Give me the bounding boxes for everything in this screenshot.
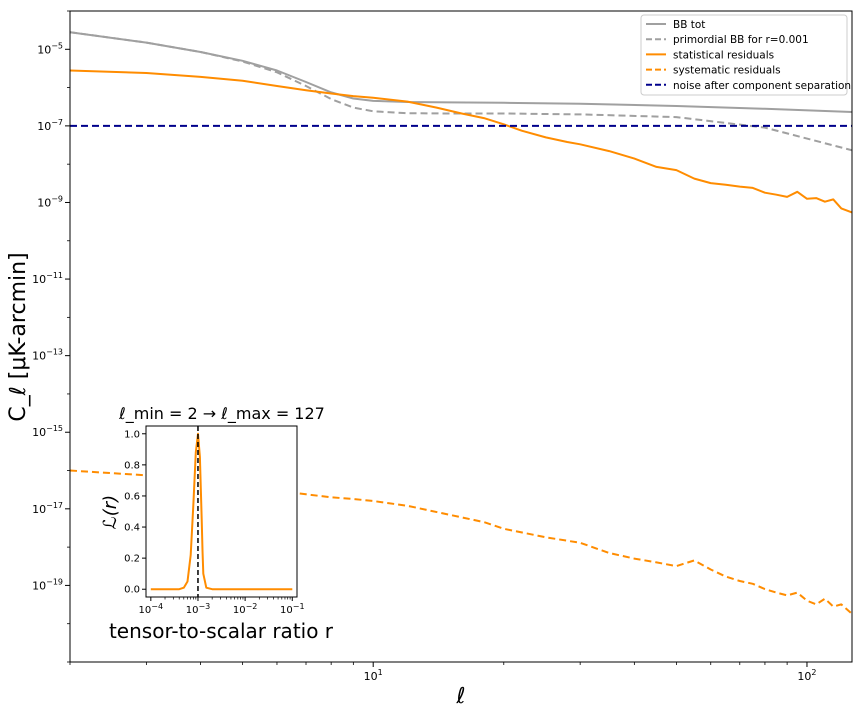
series-line-1 <box>70 31 852 113</box>
main-y-axis-label: C_ℓ [μK-arcmin] <box>6 252 31 421</box>
inset-y-axis-label: ℒ(r) <box>100 495 121 529</box>
inset-x-tick-label: 10−2 <box>233 602 258 616</box>
y-tick-label: 10−15 <box>32 424 63 439</box>
inset-likelihood-plot: 10−4 10−3 10−2 10−1 0.0 0.2 0.4 0.6 0.8 1.0 ℓ_min… <box>100 404 334 643</box>
inset-y-tick-label: 0.6 <box>124 491 140 502</box>
legend: BB tot primordial BB for r=0.001 statistic… <box>640 14 851 96</box>
legend-frame <box>640 14 848 96</box>
legend-label-1: BB tot <box>673 19 705 31</box>
main-plot: 101 102 10−5 10−7 10−9 10−11 10−13 10−15 10−17 10… <box>6 10 853 709</box>
y-tick-label: 10−11 <box>32 271 63 286</box>
inset-frame <box>145 425 298 598</box>
y-tick-label: 10−7 <box>37 118 63 133</box>
inset-y-tick-label: 0.2 <box>124 554 140 565</box>
inset-axis-ticks: 10−4 10−3 10−2 10−1 0.0 0.2 0.4 0.6 0.8 1.0 <box>124 429 304 616</box>
series-line-4 <box>70 469 852 615</box>
y-tick-label: 10−9 <box>37 194 63 209</box>
y-tick-label: 10−19 <box>32 577 63 592</box>
inset-x-axis-label: tensor-to-scalar ratio r <box>109 619 334 643</box>
inset-y-tick-label: 0.4 <box>124 523 140 534</box>
x-tick-label: 101 <box>364 668 383 683</box>
main-series-group <box>70 31 852 615</box>
inset-x-tick-label: 10−3 <box>186 602 211 616</box>
inset-y-tick-label: 0.8 <box>124 460 140 471</box>
legend-label-3: statistical residuals <box>673 49 774 61</box>
legend-label-2: primordial BB for r=0.001 <box>673 34 809 46</box>
main-plot-frame <box>69 10 853 663</box>
y-tick-label: 10−13 <box>32 348 63 363</box>
y-tick-label: 10−17 <box>32 501 63 516</box>
inset-likelihood-curve <box>150 432 293 591</box>
inset-series-group <box>150 426 293 597</box>
legend-label-4: systematic residuals <box>673 65 781 77</box>
inset-title: ℓ_min = 2 → ℓ_max = 127 <box>118 404 325 424</box>
inset-y-tick-label: 0.0 <box>124 585 140 596</box>
inset-x-tick-label: 10−4 <box>139 602 164 616</box>
legend-label-5: noise after component separation <box>673 80 851 92</box>
main-x-axis-label: ℓ <box>455 684 465 709</box>
inset-background <box>146 426 297 597</box>
inset-y-tick-label: 1.0 <box>124 429 140 440</box>
series-line-3 <box>70 69 852 214</box>
y-tick-label: 10−5 <box>37 41 63 56</box>
main-axis-ticks: 101 102 10−5 10−7 10−9 10−11 10−13 10−15 10−17 10… <box>32 10 817 683</box>
x-tick-label: 102 <box>797 668 816 683</box>
inset-x-tick-label: 10−1 <box>280 602 305 616</box>
